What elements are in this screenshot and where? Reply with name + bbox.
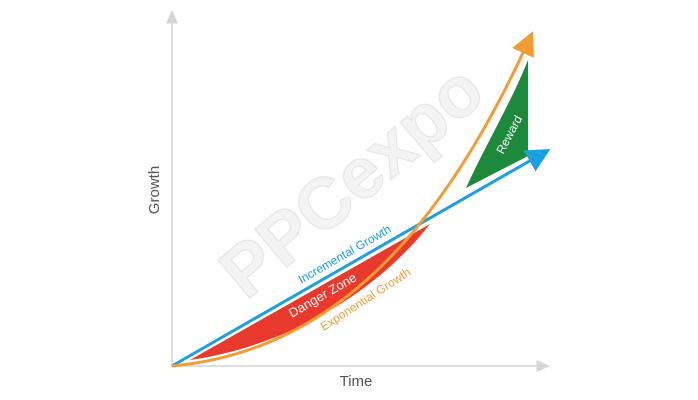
incremental-line [171,149,551,368]
x-axis-label: Time [340,373,373,390]
danger-zone [190,224,430,360]
exponential-curve [171,31,534,368]
y-axis-label: Growth [146,166,163,214]
reward-zone [466,60,528,188]
